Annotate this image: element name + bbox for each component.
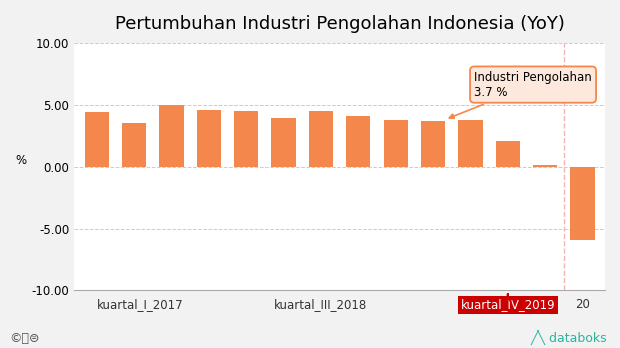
Bar <box>346 116 371 167</box>
Bar <box>234 111 259 167</box>
Text: kuartal_I_2017: kuartal_I_2017 <box>97 299 184 311</box>
Bar <box>84 112 109 167</box>
Bar <box>533 165 557 167</box>
Bar <box>197 110 221 167</box>
Text: 20: 20 <box>575 299 590 311</box>
Title: Pertumbuhan Industri Pengolahan Indonesia (YoY): Pertumbuhan Industri Pengolahan Indonesi… <box>115 15 565 33</box>
Bar <box>159 105 184 167</box>
Bar <box>458 120 482 167</box>
Bar <box>421 121 445 167</box>
Y-axis label: %: % <box>15 154 26 167</box>
Bar <box>122 123 146 167</box>
Bar <box>309 111 333 167</box>
Bar <box>495 141 520 167</box>
Text: kuartal_IV_2019: kuartal_IV_2019 <box>461 299 555 311</box>
Text: ©ⓘ⊜: ©ⓘ⊜ <box>9 332 40 345</box>
Bar <box>272 118 296 167</box>
Bar <box>570 167 595 240</box>
Bar <box>384 120 408 167</box>
Text: ╱╲ databoks: ╱╲ databoks <box>531 329 608 345</box>
Text: Industri Pengolahan
3.7 %: Industri Pengolahan 3.7 % <box>450 71 592 118</box>
Text: kuartal_III_2018: kuartal_III_2018 <box>274 299 368 311</box>
